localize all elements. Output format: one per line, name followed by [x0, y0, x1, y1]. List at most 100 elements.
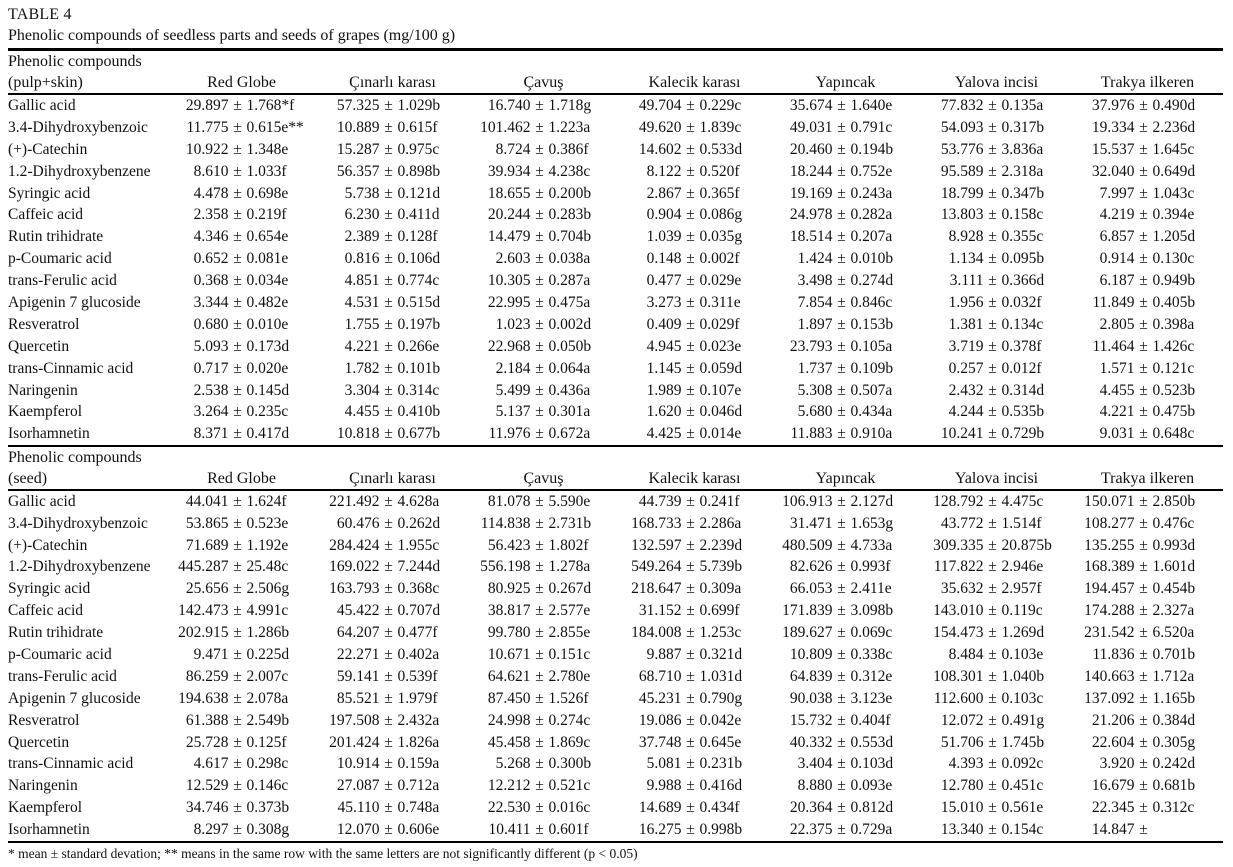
compound-name: Resveratrol [8, 711, 80, 729]
measurement-cell: 174.288 ±2.327a [1072, 600, 1223, 622]
table-row: Apigenin 7 glucoside 194.638 ±2.078a 85.521… [8, 688, 1223, 710]
plus-minus-sign: ± [686, 733, 695, 751]
stdev-value: 0.338c [850, 645, 893, 663]
measurement-group: 23.793 ±0.105a [777, 336, 915, 358]
measurement-group: 4.219 ±0.394e [1079, 204, 1217, 226]
mean-value: 0.904 [646, 206, 682, 224]
stdev-value: 2.850b [1152, 492, 1196, 510]
stdev-value: 0.298c [246, 755, 289, 773]
measurement-cell: 1.620 ±0.046d [619, 401, 770, 423]
plus-minus-sign: ± [1139, 97, 1148, 114]
measurement-group: 2.603 ±0.038a [475, 248, 613, 270]
measurement-group: 49.704 ±0.229c [626, 95, 764, 117]
stdev-value: 2.239d [699, 536, 743, 554]
stdev-value: 1.526f [548, 689, 589, 707]
measurement-group: 15.287 ±0.975c [324, 139, 462, 161]
measurement-group: 4.455 ±0.410b [324, 401, 462, 423]
stdev-value: 0.309a [699, 580, 742, 598]
stdev-value: 0.282a [850, 206, 893, 224]
table-row: Naringenin 2.538 ±0.145d 3.304 ±0.314c 5.499 ±… [8, 380, 1223, 402]
plus-minus-sign: ± [837, 184, 846, 202]
measurement-group: 4.478 ±0.698e [173, 183, 311, 205]
plus-minus-sign: ± [988, 162, 997, 180]
mean-value: 1.782 [344, 359, 380, 377]
mean-value: 0.477 [646, 272, 682, 290]
measurement-group: 221.492 ±4.628a [324, 491, 462, 513]
measurement-cell: 108.301 ±1.040b [921, 666, 1072, 688]
measurement-cell: 10.818 ±0.677b [317, 423, 468, 445]
mean-value: 194.457 [1084, 580, 1135, 598]
measurement-group: 8.928 ±0.355c [928, 226, 1066, 248]
section-label-line2: (seed) [8, 469, 48, 487]
measurement-group: 4.945 ±0.023e [626, 336, 764, 358]
measurement-cell: 81.078 ±5.590e [468, 491, 619, 513]
measurement-cell: 64.621 ±2.780e [468, 666, 619, 688]
stdev-value: 0.243a [850, 184, 893, 202]
plus-minus-sign: ± [384, 580, 393, 598]
measurement-cell: 556.198 ±1.278a [468, 556, 619, 578]
measurement-group: 3.719 ±0.378f [928, 336, 1066, 358]
table-row: Isorhamnetin 8.371 ±0.417d 10.818 ±0.677b 11.… [8, 423, 1223, 445]
measurement-group: 11.775 ±0.615e** [173, 117, 311, 139]
stdev-value: 0.521c [548, 777, 591, 795]
stdev-value: 5.590e [548, 492, 591, 510]
plus-minus-sign: ± [686, 315, 695, 333]
mean-value: 0.717 [193, 359, 229, 377]
measurement-cell: 101.462 ±1.223a [468, 117, 619, 139]
mean-value: 549.264 [631, 558, 682, 576]
mean-value: 108.301 [933, 667, 984, 685]
stdev-value: 0.791c [850, 118, 893, 136]
measurement-group: 445.287 ±25.48c [173, 556, 311, 578]
bottom-rule [8, 841, 1223, 843]
plus-minus-sign: ± [988, 359, 997, 377]
compound-name: Kaempferol [8, 799, 83, 817]
plus-minus-sign: ± [233, 228, 242, 246]
measurement-cell: 16.740 ±1.718g [468, 95, 619, 117]
plus-minus-sign: ± [233, 602, 242, 620]
measurement-cell: 8.122 ±0.520f [619, 161, 770, 183]
measurement-group: 37.976 ±0.490d [1079, 95, 1217, 117]
mean-value: 1.897 [797, 315, 833, 333]
measurement-group: 53.865 ±0.523e [173, 513, 311, 535]
measurement-group: 184.008 ±1.253c [626, 622, 764, 644]
measurement-cell: 10.922 ±1.348e [166, 139, 317, 161]
stdev-value: 1.033f [246, 162, 287, 180]
plus-minus-sign: ± [384, 777, 393, 795]
mean-value: 1.424 [797, 250, 833, 268]
compound-name: Quercetin [8, 337, 70, 355]
stdev-value: 0.034e [246, 272, 289, 290]
plus-minus-sign: ± [837, 558, 846, 576]
plus-minus-sign: ± [686, 250, 695, 268]
measurement-group: 64.207 ±0.477f [324, 622, 462, 644]
plus-minus-sign: ± [535, 667, 544, 685]
measurement-cell: 14.479 ±0.704b [468, 226, 619, 248]
measurement-group: 1.023 ±0.002d [475, 314, 613, 336]
mean-value: 8.724 [495, 140, 531, 158]
mean-value: 0.652 [193, 250, 229, 268]
mean-value: 45.110 [337, 799, 380, 817]
plus-minus-sign: ± [686, 821, 695, 839]
measurement-cell: 2.432 ±0.314d [921, 380, 1072, 402]
plus-minus-sign: ± [384, 624, 393, 642]
compound-name: trans-Cinnamic acid [8, 755, 134, 773]
plus-minus-sign: ± [384, 272, 393, 290]
measurement-group: 21.206 ±0.384d [1079, 710, 1217, 732]
mean-value: 137.092 [1084, 689, 1135, 707]
plus-minus-sign: ± [686, 777, 695, 795]
measurement-cell: 1.424 ±0.010b [770, 248, 921, 270]
measurement-group: 14.689 ±0.434f [626, 797, 764, 819]
compound-name: Isorhamnetin [8, 425, 90, 443]
plus-minus-sign: ± [1139, 403, 1148, 421]
measurement-group: 140.663 ±1.712a [1079, 666, 1217, 688]
measurement-group: 132.597 ±2.239d [626, 535, 764, 557]
mean-value: 25.656 [185, 580, 229, 598]
measurement-cell: 53.776 ±3.836a [921, 139, 1072, 161]
measurement-cell: 7.854 ±0.846c [770, 292, 921, 314]
measurement-cell: 135.255 ±0.993d [1072, 535, 1223, 557]
measurement-cell: 18.799 ±0.347b [921, 183, 1072, 205]
measurement-cell: 3.304 ±0.314c [317, 380, 468, 402]
measurement-group: 10.889 ±0.615f [324, 117, 462, 139]
measurement-group: 5.081 ±0.231b [626, 753, 764, 775]
mean-value: 1.145 [646, 359, 682, 377]
mean-value: 3.273 [646, 294, 682, 312]
